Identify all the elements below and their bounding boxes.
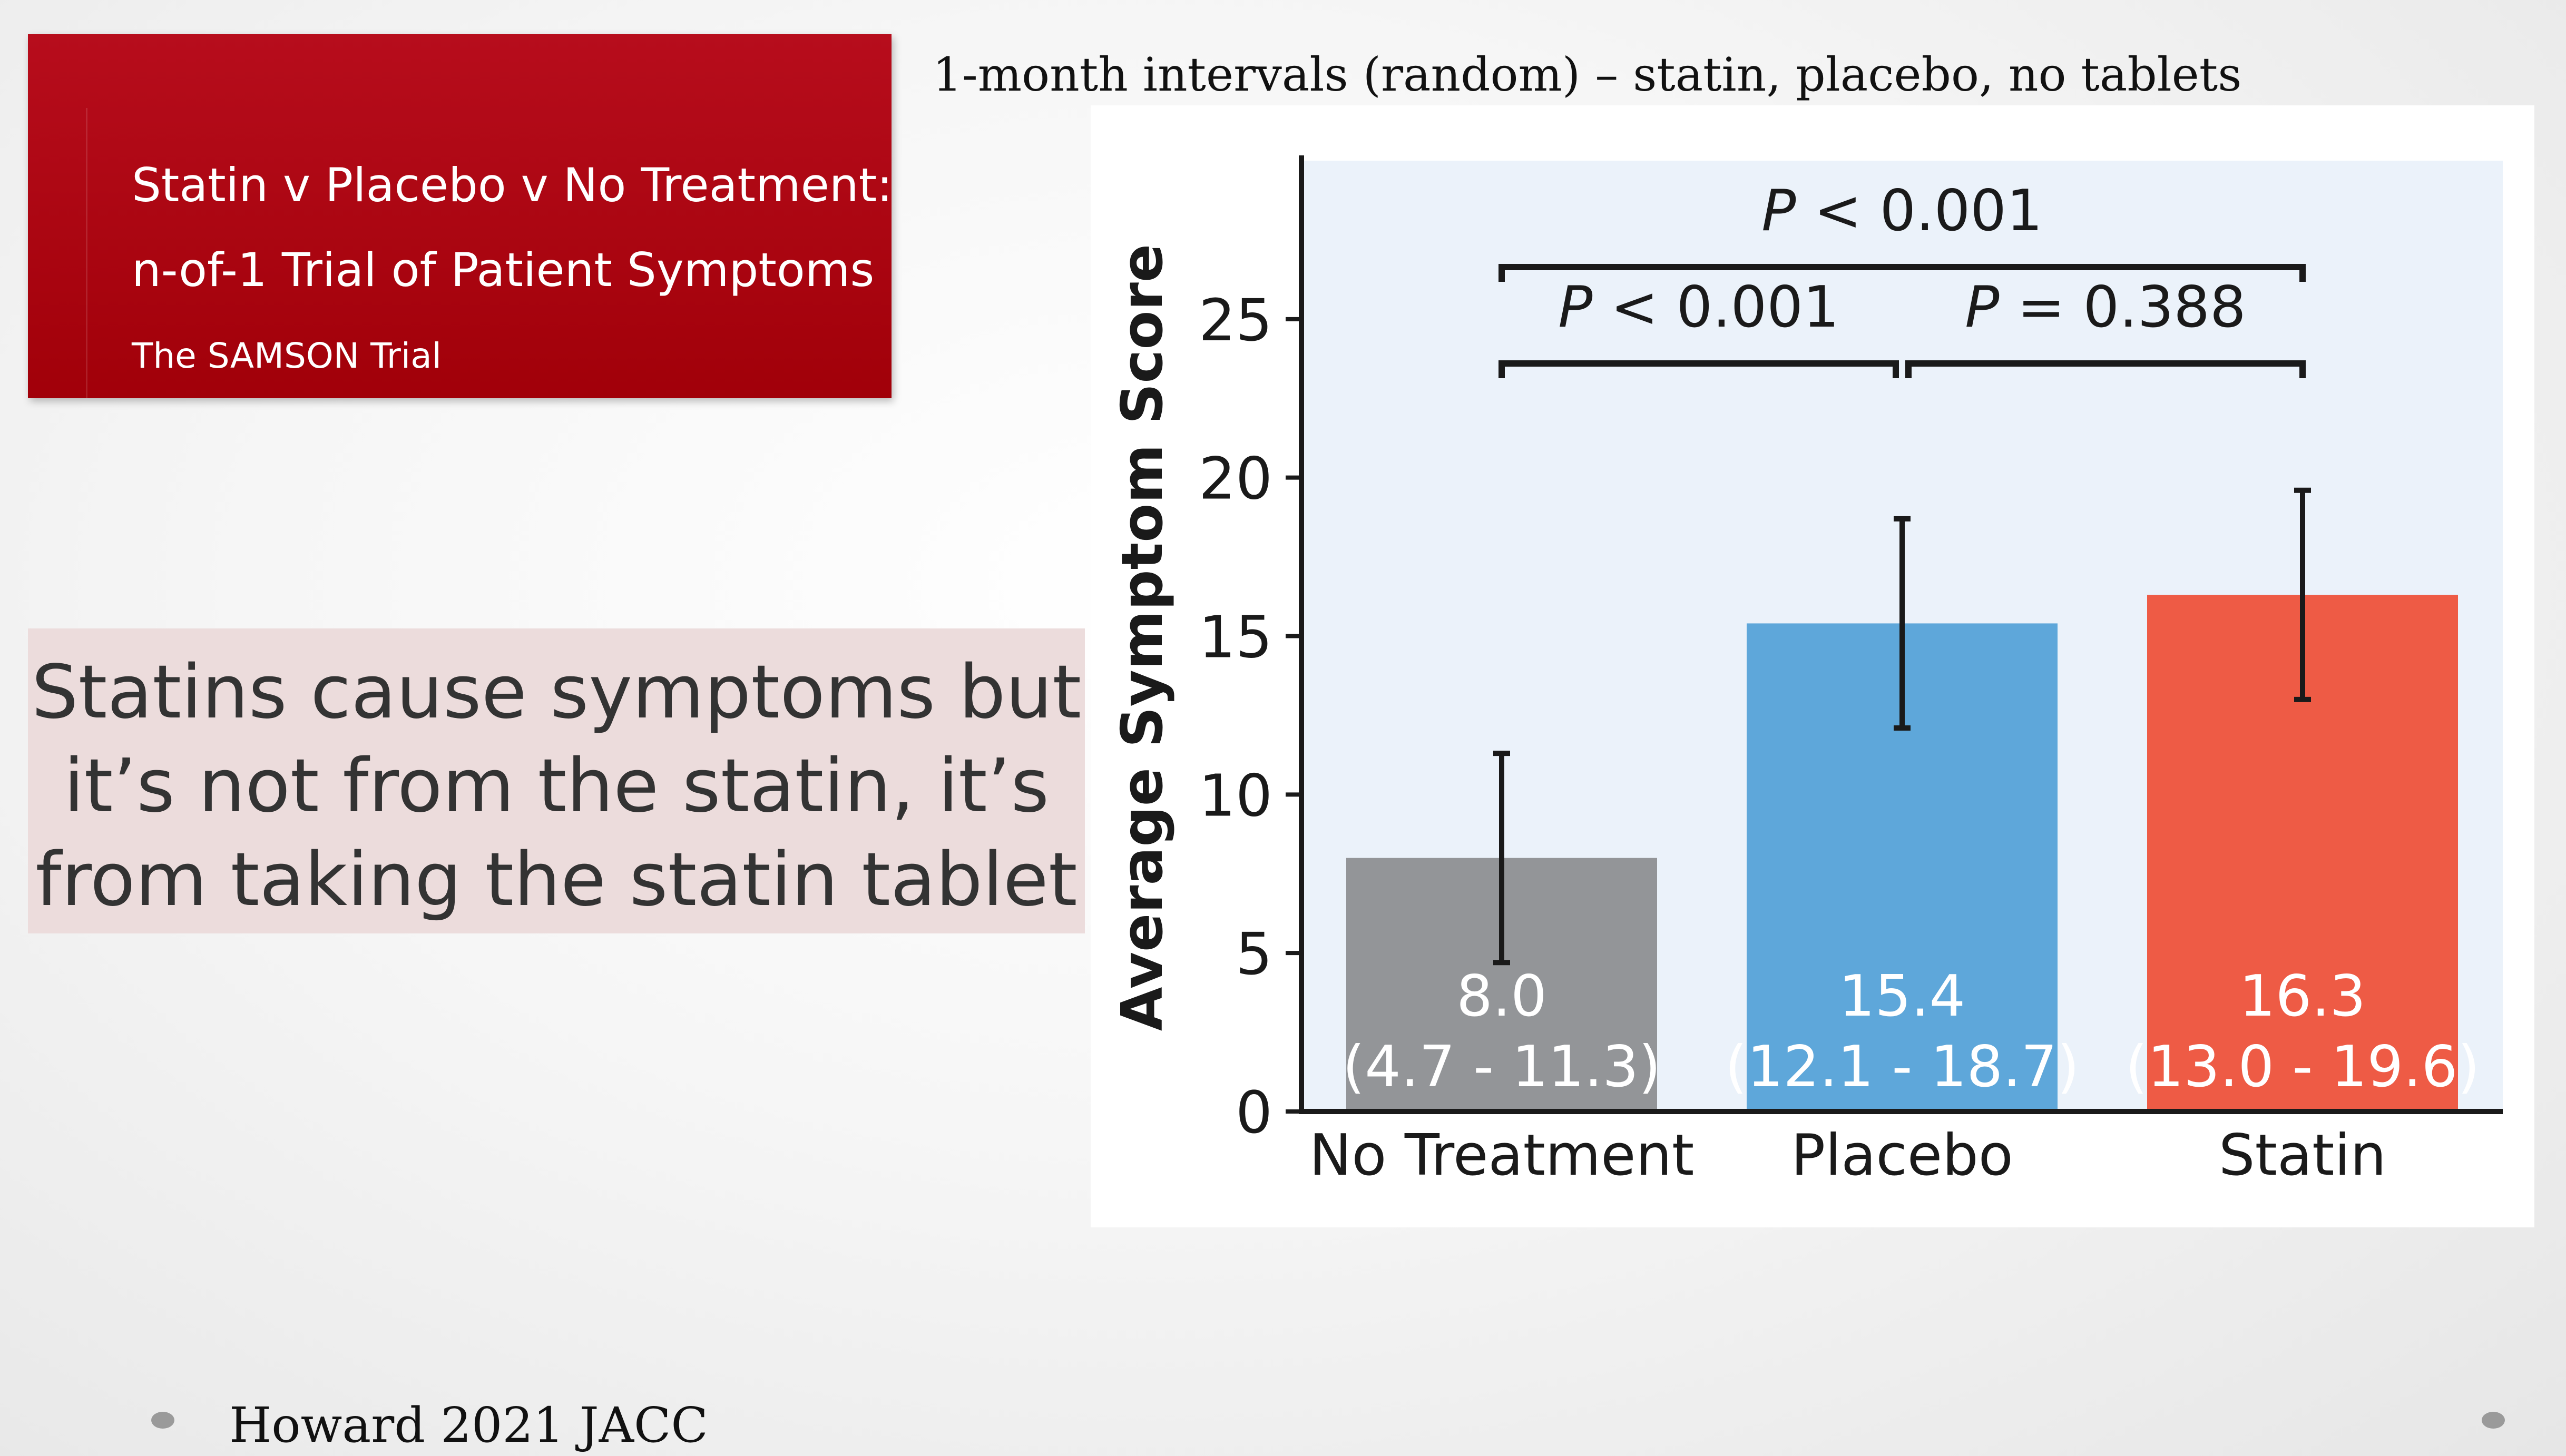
bar-value-label-2: 16.3	[2239, 963, 2366, 1029]
x-tick-label-0: No Treatment	[1309, 1123, 1695, 1188]
nav-dot-icon	[2482, 1412, 2505, 1429]
y-tick-label-2: 10	[1199, 762, 1272, 829]
bar-ci-label-0: (4.7 - 11.3)	[1343, 1034, 1661, 1100]
significance-bracket-1	[1905, 360, 2306, 378]
y-tick-label-4: 20	[1199, 445, 1272, 513]
bar-value-label-1: 15.4	[1839, 963, 1965, 1029]
x-tick-label-1: Placebo	[1791, 1123, 2013, 1188]
p-value: < 0.001	[1592, 274, 1839, 340]
title-box: Statin v Placebo v No Treatment: n-of-1 …	[28, 34, 893, 398]
chart-panel: 0 5 10 15 20 25 Average Symptom Score No Treatm…	[1091, 105, 2534, 1227]
quote-line-3: from taking the statin tablet	[35, 837, 1078, 923]
quote-line-1: Statins cause symptoms but	[31, 650, 1082, 735]
title-line-2: n-of-1 Trial of Patient Symptoms	[132, 243, 875, 297]
bar-chart: 0 5 10 15 20 25 Average Symptom Score No Treatm…	[1110, 155, 2503, 1188]
p-symbol: P	[1965, 274, 1999, 340]
y-tick-label-0: 0	[1236, 1079, 1272, 1146]
quote-line-2: it’s not from the statin, it’s	[63, 743, 1050, 829]
trial-name: The SAMSON Trial	[132, 336, 442, 376]
significance-label-2: P < 0.001	[1761, 178, 2042, 244]
citation: Howard 2021 JACC	[229, 1397, 708, 1453]
significance-bracket-0	[1499, 360, 1899, 378]
p-value: < 0.001	[1796, 178, 2042, 244]
significance-bracket-2	[1499, 264, 2306, 282]
quote-box: Statins cause symptoms but it’s not from…	[28, 628, 1085, 933]
bullet-icon	[151, 1412, 174, 1429]
y-tick-label-3: 15	[1199, 604, 1272, 671]
title-box-rule	[86, 108, 87, 398]
title-line-1: Statin v Placebo v No Treatment:	[132, 158, 893, 212]
y-tick-label-1: 5	[1236, 920, 1272, 988]
y-tick-label-5: 25	[1199, 287, 1272, 354]
bar-value-label-0: 8.0	[1456, 963, 1547, 1029]
p-symbol: P	[1761, 178, 1796, 244]
significance-label-0: P < 0.001	[1558, 274, 1839, 340]
p-value: = 0.388	[1999, 274, 2246, 340]
bar-ci-label-1: (12.1 - 18.7)	[1725, 1034, 2080, 1100]
significance-label-1: P = 0.388	[1965, 274, 2246, 340]
slide-subtitle: 1-month intervals (random) – statin, pla…	[933, 47, 2242, 102]
x-tick-label-2: Statin	[2219, 1123, 2386, 1188]
bar-ci-label-2: (13.0 - 19.6)	[2126, 1034, 2480, 1100]
p-symbol: P	[1558, 274, 1592, 340]
y-axis-label: Average Symptom Score	[1110, 244, 1176, 1031]
